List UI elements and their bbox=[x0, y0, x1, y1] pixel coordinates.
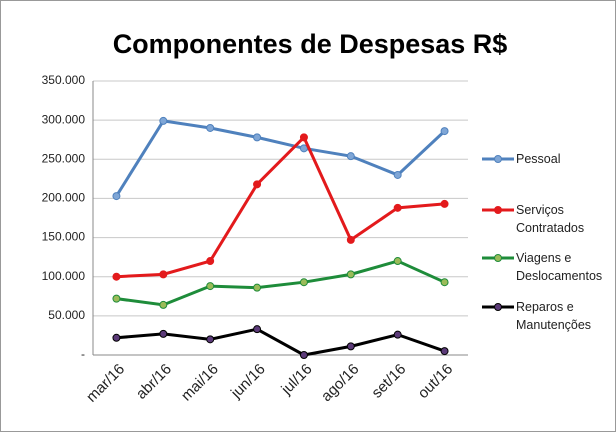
legend-marker bbox=[494, 206, 502, 214]
data-point bbox=[112, 294, 121, 303]
data-point bbox=[299, 278, 308, 287]
data-point bbox=[112, 272, 121, 281]
data-point bbox=[253, 133, 262, 142]
series-line bbox=[116, 259, 446, 307]
data-point bbox=[440, 199, 449, 208]
series-line bbox=[115, 119, 446, 197]
data-point bbox=[159, 300, 168, 309]
data-point bbox=[393, 203, 402, 212]
data-point bbox=[253, 283, 262, 292]
data-point bbox=[299, 351, 308, 359]
legend-marker bbox=[494, 155, 502, 163]
legend-label: Pessoal bbox=[516, 152, 561, 166]
y-tick-label: - bbox=[81, 347, 85, 361]
y-tick-label: 350.000 bbox=[42, 73, 86, 87]
data-point bbox=[206, 123, 215, 132]
data-point bbox=[253, 325, 262, 334]
data-point bbox=[159, 116, 168, 125]
y-tick-label: 50.000 bbox=[48, 308, 85, 322]
data-point bbox=[299, 133, 308, 142]
legend-marker bbox=[494, 254, 502, 262]
data-point bbox=[112, 333, 121, 342]
legend-label: Viagens e Deslocamentos bbox=[516, 251, 603, 283]
data-point bbox=[346, 152, 355, 161]
chart-title: Componentes de Despesas R$ bbox=[113, 29, 508, 59]
series-line bbox=[116, 134, 445, 279]
data-point bbox=[206, 282, 215, 291]
y-tick-label: 300.000 bbox=[42, 112, 86, 126]
data-point bbox=[112, 192, 121, 201]
y-tick-label: 150.000 bbox=[42, 230, 86, 244]
legend-label: Reparos e Manutenções bbox=[516, 300, 592, 332]
y-tick-label: 250.000 bbox=[42, 151, 86, 165]
data-point bbox=[440, 347, 449, 356]
legend-label: Serviços Contratados bbox=[516, 203, 585, 235]
data-point bbox=[440, 278, 449, 287]
data-point bbox=[346, 235, 355, 244]
legend-marker bbox=[494, 303, 502, 311]
data-point bbox=[393, 257, 402, 266]
data-point bbox=[393, 170, 402, 179]
data-point bbox=[346, 342, 355, 351]
data-point bbox=[159, 270, 168, 279]
data-point bbox=[346, 270, 355, 279]
y-tick-label: 200.000 bbox=[42, 191, 86, 205]
y-tick-label: 100.000 bbox=[42, 269, 86, 283]
data-point bbox=[440, 127, 449, 136]
series-line bbox=[116, 327, 446, 357]
data-point bbox=[253, 180, 262, 189]
data-point bbox=[159, 329, 168, 338]
data-point bbox=[393, 330, 402, 339]
data-point bbox=[206, 257, 215, 266]
data-point bbox=[206, 335, 215, 344]
